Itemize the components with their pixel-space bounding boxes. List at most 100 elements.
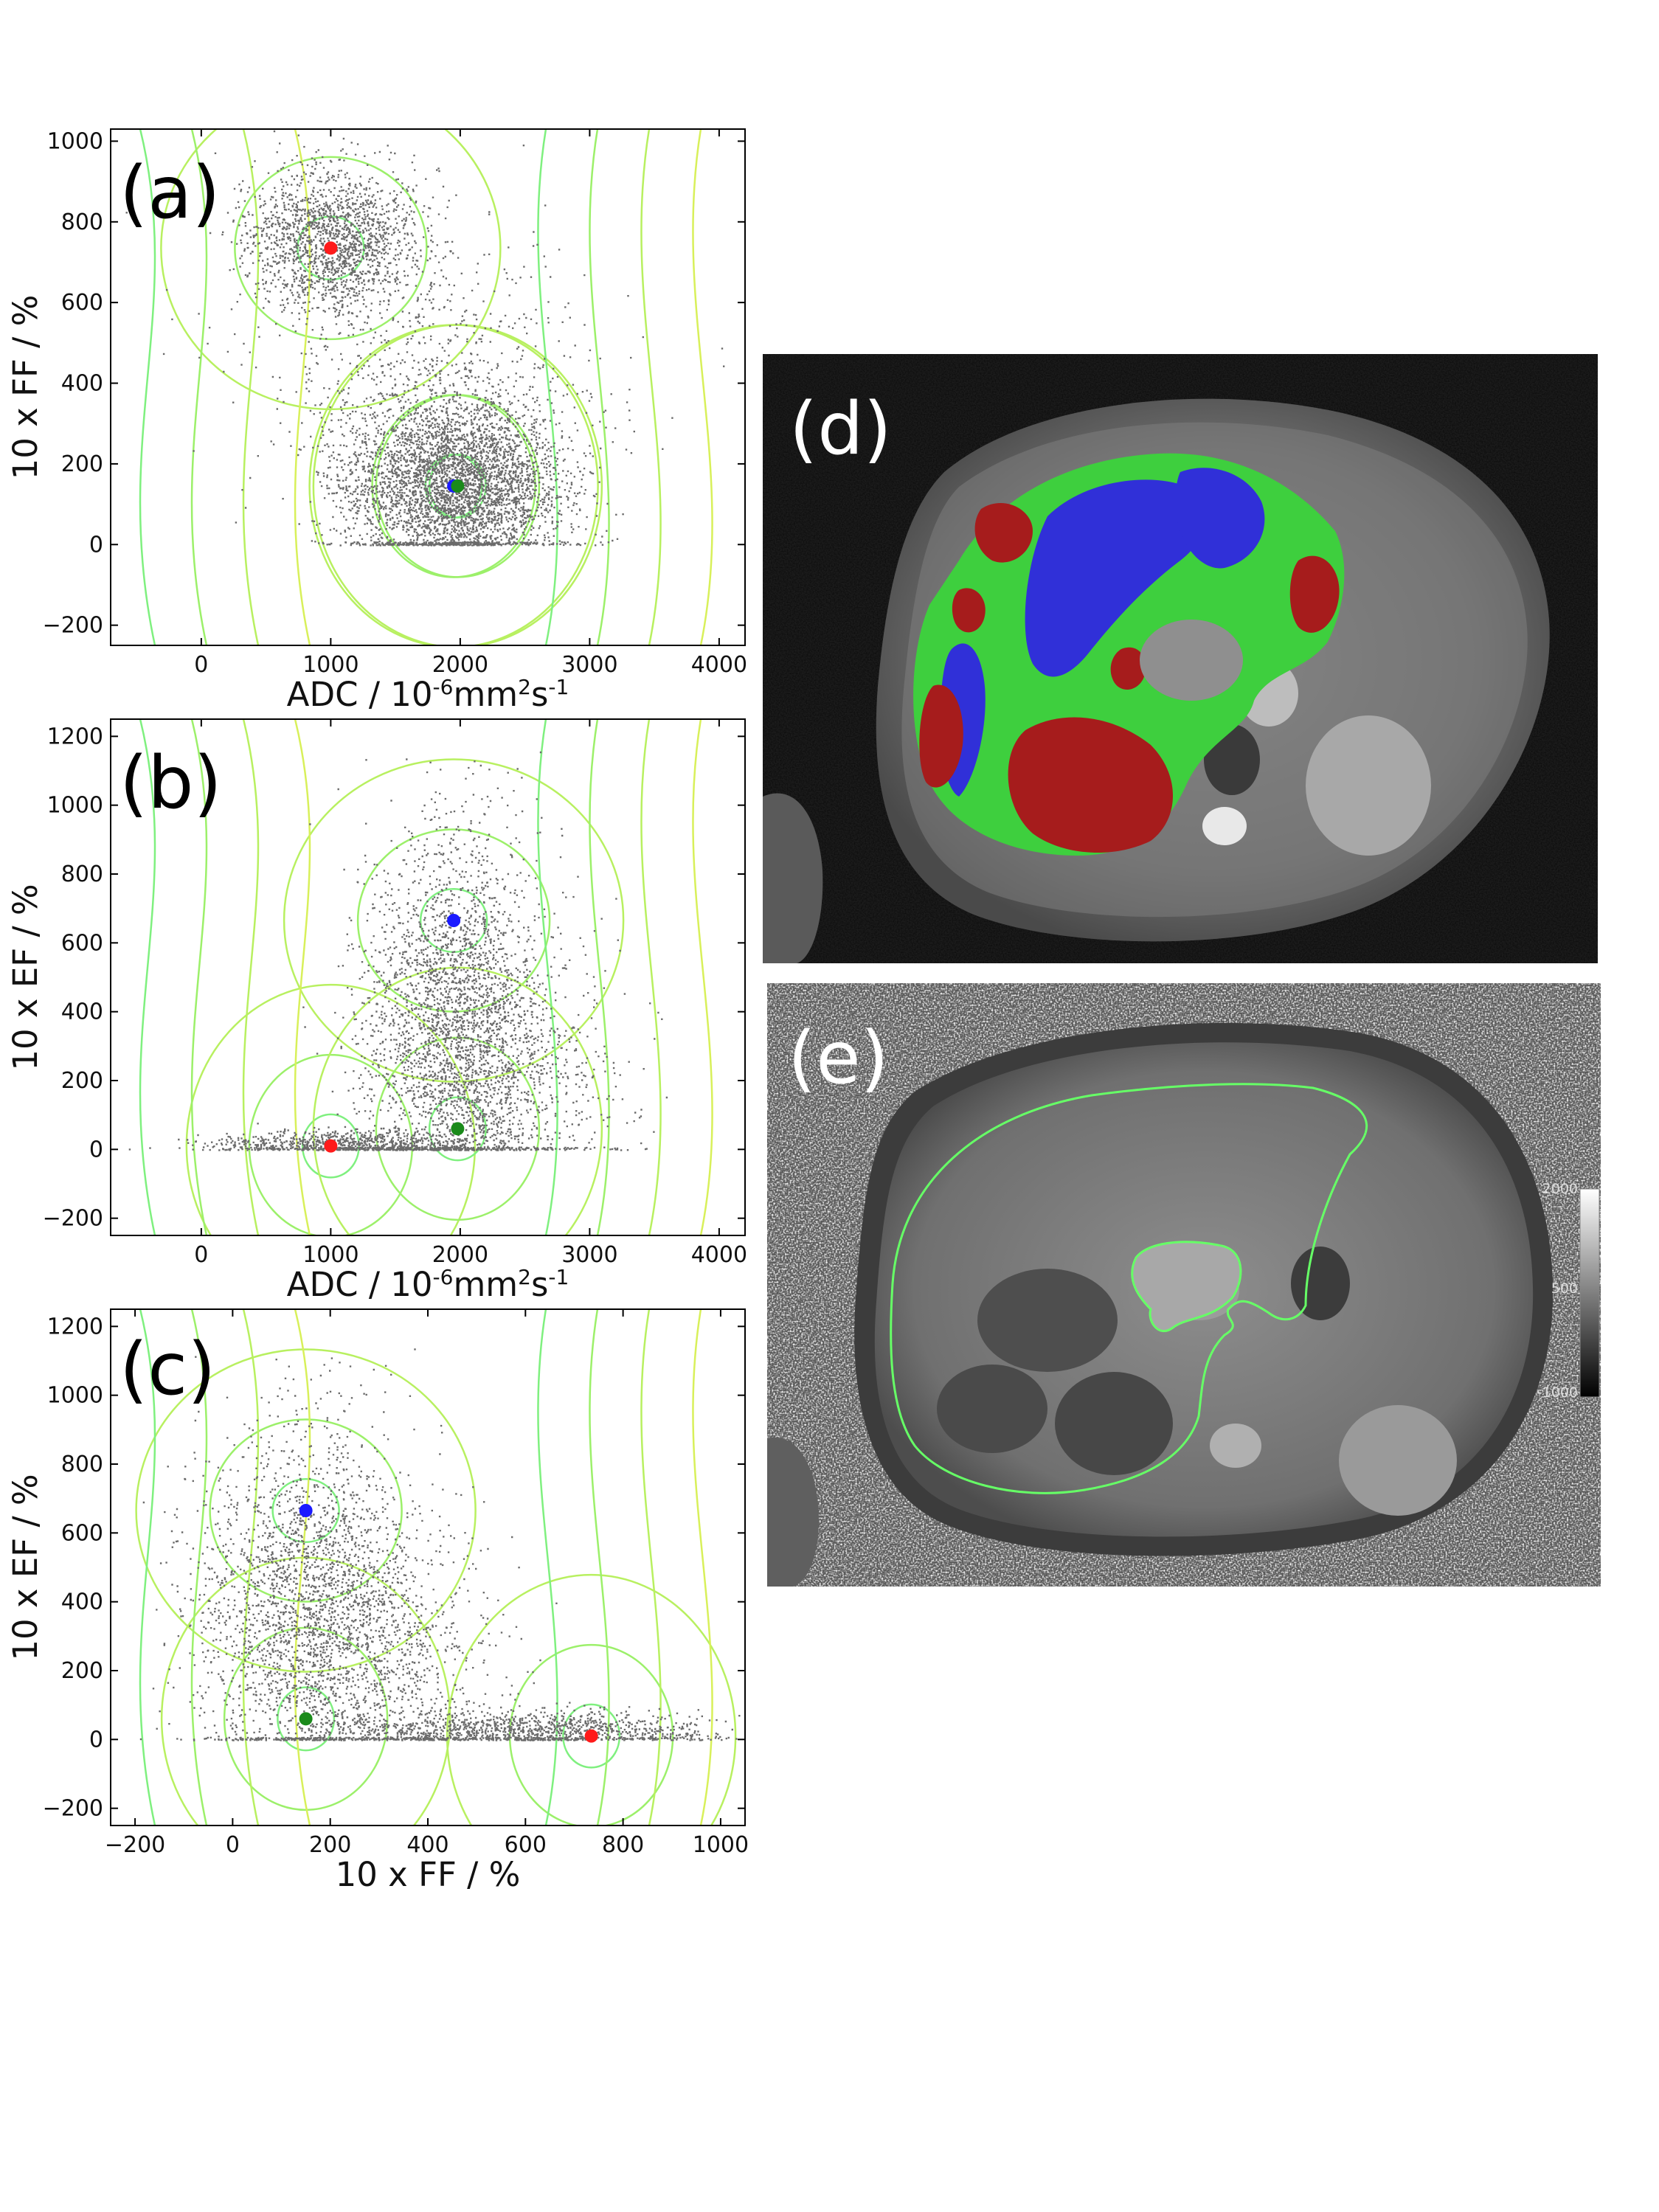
colorbar-tick-min: -1000 [1537, 1384, 1578, 1401]
contour-curve [589, 1309, 610, 1826]
y-tick-label: −200 [43, 613, 103, 639]
scatter-points [125, 130, 725, 547]
contour-curve [190, 1309, 208, 1826]
contour-curve [692, 129, 713, 645]
colorbar-tick-max: 2000 [1542, 1181, 1578, 1197]
plot-area [125, 129, 725, 645]
contour-curve [294, 719, 311, 1235]
panel-label-c: (c) [120, 1328, 215, 1412]
x-tick-label: 3000 [561, 1242, 617, 1268]
scatter-cloud [139, 1348, 513, 1741]
contour-curve [692, 1309, 713, 1826]
scatter-cloud [125, 130, 455, 343]
contour-curve [692, 719, 713, 1235]
y-tick-label: 1000 [47, 128, 103, 154]
contour-ring [446, 1573, 737, 1826]
segmentation-blue-region [1025, 479, 1207, 677]
y-axis-label: 10 x EF / % [6, 1474, 45, 1660]
unsegmented-organ [1140, 620, 1243, 701]
tumour-outline [890, 1083, 1368, 1494]
arm-silhouette [763, 793, 823, 963]
y-tick-label: 800 [61, 861, 103, 887]
y-tick-label: 0 [89, 532, 103, 558]
y-tick-label: 1000 [47, 1383, 103, 1409]
scatter-panel-c: −200 0 200 400 600 800 1000 −200 0 200 400 600 800 10… [6, 1308, 749, 1894]
scatter-cloud [279, 1698, 741, 1741]
plot-area [128, 719, 713, 1235]
y-tick-label: 400 [61, 1589, 103, 1615]
segmentation-red-region [1110, 647, 1146, 690]
kidney-shape [1306, 715, 1431, 856]
x-axis-label: 10 x FF / % [336, 1855, 521, 1894]
cluster-center-green [451, 1122, 465, 1136]
x-tick-label: 0 [226, 1832, 240, 1858]
segmentation-red-region [1008, 717, 1173, 853]
cluster-center-green [451, 479, 465, 493]
y-tick-label: 200 [61, 451, 103, 477]
y-tick-label: 600 [61, 1520, 103, 1546]
scatter-panel-b: 0 1000 2000 3000 4000 −200 0 200 400 600 800 1000 12… [6, 718, 747, 1304]
vertebra-shape [1202, 807, 1247, 845]
x-tick-label: 0 [194, 652, 208, 678]
y-tick-label: 800 [61, 1452, 103, 1477]
y-tick-label: −200 [43, 1796, 103, 1822]
contour-lines [139, 129, 713, 645]
scatter-cloud [193, 316, 664, 547]
x-tick-label: 3000 [561, 652, 617, 678]
arm-silhouette [767, 1437, 819, 1587]
y-tick-label: 400 [61, 371, 103, 397]
y-tick-label: 600 [61, 290, 103, 316]
axes-frame [110, 128, 746, 646]
y-tick-label: 0 [89, 1727, 103, 1752]
y-tick-label: 1200 [47, 724, 103, 749]
contour-curve [190, 129, 208, 645]
contour-curve [242, 1309, 260, 1826]
x-tick-label: 200 [309, 1832, 351, 1858]
contour-ring [312, 324, 603, 645]
contour-ring [277, 1686, 336, 1752]
colorbar-tick-mid: 500 [1551, 1280, 1578, 1297]
scatter-points [128, 751, 668, 1151]
contour-lines [135, 1309, 737, 1826]
contour-curve [242, 719, 260, 1235]
kidney-shape [1339, 1405, 1457, 1516]
contour-curve [139, 1309, 156, 1826]
organ-shape [937, 1365, 1047, 1453]
contour-ring [160, 1556, 451, 1826]
contour-curve [190, 719, 208, 1235]
y-tick-label: 600 [61, 930, 103, 956]
contour-ring [562, 1703, 621, 1769]
organ-outline [1131, 1241, 1242, 1333]
x-tick-label: 600 [505, 1832, 547, 1858]
contour-curve [242, 129, 260, 645]
plot-area [135, 1309, 741, 1826]
organ-shape [1291, 1247, 1350, 1320]
x-tick-label: 1000 [302, 652, 359, 678]
colorbar [1579, 1188, 1600, 1398]
contour-ring [135, 1348, 477, 1673]
segmentation-blue-region [1175, 468, 1265, 569]
cluster-center-blue [299, 1504, 313, 1517]
segmentation-red-region [952, 588, 986, 633]
cluster-center-green [299, 1712, 313, 1726]
contour-curve [537, 719, 558, 1235]
organ-shape [977, 1269, 1118, 1372]
segmentation-red-region [974, 502, 1033, 563]
x-tick-label: 2000 [432, 1242, 488, 1268]
contour-curve [294, 1309, 311, 1826]
cluster-center-red [324, 241, 338, 255]
panel-label-a: (a) [120, 151, 221, 235]
contour-curve [589, 719, 610, 1235]
cluster-center-red [324, 1139, 338, 1153]
contour-ring [234, 156, 428, 341]
vertebra-shape [1210, 1424, 1261, 1468]
panel-label-e: (e) [788, 1016, 889, 1100]
y-tick-label: 400 [61, 999, 103, 1025]
y-tick-label: 200 [61, 1068, 103, 1094]
contour-ring [271, 1478, 340, 1543]
contour-curve [640, 129, 662, 645]
contour-curve [640, 719, 662, 1235]
y-tick-label: 200 [61, 1658, 103, 1684]
x-tick-label: −200 [105, 1832, 165, 1858]
scatter-points [139, 1348, 741, 1741]
